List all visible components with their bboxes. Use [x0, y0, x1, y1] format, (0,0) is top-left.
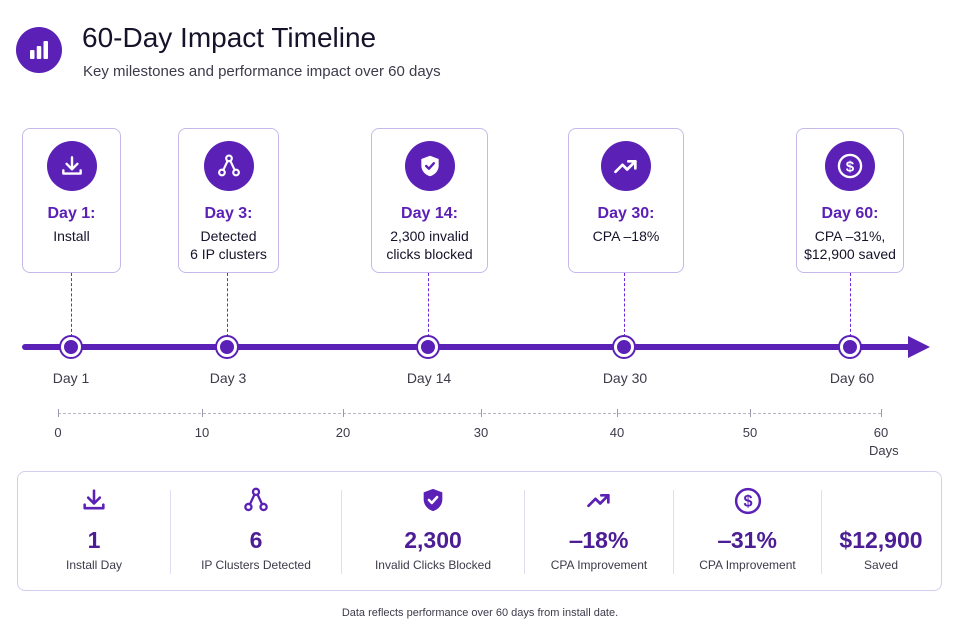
stat-label: Saved — [863, 558, 899, 572]
milestone-day: Day 1: — [47, 205, 96, 222]
axis-tick — [481, 409, 482, 417]
axis-tick — [343, 409, 344, 417]
timeline-label: Day 60 — [829, 370, 875, 386]
milestone-desc: CPA ‒18% — [592, 228, 660, 244]
svg-text:$: $ — [743, 493, 752, 511]
timeline-dot — [840, 337, 860, 357]
axis-tick — [58, 409, 59, 417]
stat-ip-clusters: 6 IP Clusters Detected — [171, 472, 341, 590]
axis-tick — [881, 409, 882, 417]
stat-label: CPA Improvement — [699, 558, 796, 572]
shield-check-icon — [419, 486, 447, 519]
timeline-line — [22, 344, 918, 350]
milestone-day: Day 60: — [821, 205, 879, 222]
axis-tick-label: 0 — [54, 425, 62, 440]
milestone-day: Day 3: — [204, 205, 253, 222]
stat-label: IP Clusters Detected — [201, 558, 311, 572]
milestone-connector — [227, 273, 228, 337]
axis-tick-label: 50 — [742, 425, 758, 440]
stat-label: CPA Improvement — [550, 558, 648, 572]
shield-check-icon — [404, 141, 455, 191]
dollar-icon: $ — [825, 141, 875, 191]
axis-unit-label: Days — [869, 443, 899, 458]
axis-tick-label: 40 — [609, 425, 625, 440]
milestone-desc: Install — [53, 228, 90, 244]
milestone-connector — [624, 273, 625, 337]
stat-value: 6 — [249, 527, 263, 553]
timeline-dot — [614, 337, 634, 357]
stat-cpa-31: $ ‒31% CPA Improvement — [674, 472, 821, 590]
milestone-desc: 2,300 invalid clicks blocked — [386, 228, 473, 262]
stat-cpa-18: ‒18% CPA Improvement — [525, 472, 673, 590]
milestone-desc: Detected 6 IP clusters — [190, 228, 267, 262]
axis-tick-label: 30 — [473, 425, 489, 440]
stats-panel: 1 Install Day 6 IP Clusters Detected 2,3… — [17, 471, 942, 591]
stat-install-day: 1 Install Day — [18, 472, 170, 590]
milestone-card-day-14: Day 14: 2,300 invalid clicks blocked — [371, 128, 488, 273]
stat-divider — [821, 490, 822, 574]
footnote: Data reflects performance over 60 days f… — [341, 607, 619, 619]
milestone-card-day-30: Day 30: CPA ‒18% — [568, 128, 684, 273]
stat-value: $12,900 — [839, 527, 923, 553]
download-icon — [80, 486, 108, 519]
stat-divider — [673, 490, 674, 574]
stat-label: Install Day — [65, 558, 123, 572]
stat-value: 1 — [87, 527, 101, 553]
stat-saved: $12,900 Saved — [822, 472, 940, 590]
download-icon — [46, 141, 97, 191]
timeline-dot — [217, 337, 237, 357]
milestone-card-day-1: Day 1: Install — [22, 128, 121, 273]
days-axis — [58, 413, 881, 414]
timeline-label: Day 1 — [52, 370, 90, 386]
milestone-day: Day 30: — [597, 205, 655, 222]
stat-label: Invalid Clicks Blocked — [374, 558, 492, 572]
stat-divider — [524, 490, 525, 574]
axis-tick — [202, 409, 203, 417]
timeline-dot — [61, 337, 81, 357]
milestone-card-day-60: $ Day 60: CPA ‒31%, $12,900 saved — [796, 128, 904, 273]
page-title: 60-Day Impact Timeline — [82, 22, 377, 53]
stat-invalid-clicks: 2,300 Invalid Clicks Blocked — [342, 472, 524, 590]
timeline-label: Day 14 — [406, 370, 452, 386]
network-icon — [203, 141, 254, 191]
bar-chart-icon — [16, 27, 62, 73]
stat-value: ‒31% — [718, 527, 777, 553]
axis-tick-label: 10 — [194, 425, 210, 440]
axis-tick-label: 60 — [873, 425, 889, 440]
milestone-connector — [850, 273, 851, 337]
timeline-arrow-icon — [908, 336, 930, 358]
trending-up-icon — [584, 486, 614, 519]
milestone-day: Day 14: — [401, 205, 458, 222]
timeline-label: Day 3 — [209, 370, 247, 386]
milestone-connector — [428, 273, 429, 337]
milestone-card-day-3: Day 3: Detected 6 IP clusters — [178, 128, 279, 273]
stat-divider — [341, 490, 342, 574]
timeline-dot — [418, 337, 438, 357]
trending-up-icon — [601, 141, 651, 191]
page-subtitle: Key milestones and performance impact ov… — [83, 63, 441, 80]
axis-tick — [750, 409, 751, 417]
dollar-icon: $ — [733, 486, 763, 521]
axis-tick-label: 20 — [335, 425, 351, 440]
milestone-desc: CPA ‒31%, $12,900 saved — [804, 228, 896, 262]
svg-text:$: $ — [846, 158, 855, 175]
timeline-label: Day 30 — [602, 370, 648, 386]
axis-tick — [617, 409, 618, 417]
milestone-connector — [71, 273, 72, 337]
stat-value: ‒18% — [569, 527, 629, 553]
network-icon — [242, 486, 270, 519]
stat-divider — [170, 490, 171, 574]
stat-value: 2,300 — [404, 527, 462, 553]
